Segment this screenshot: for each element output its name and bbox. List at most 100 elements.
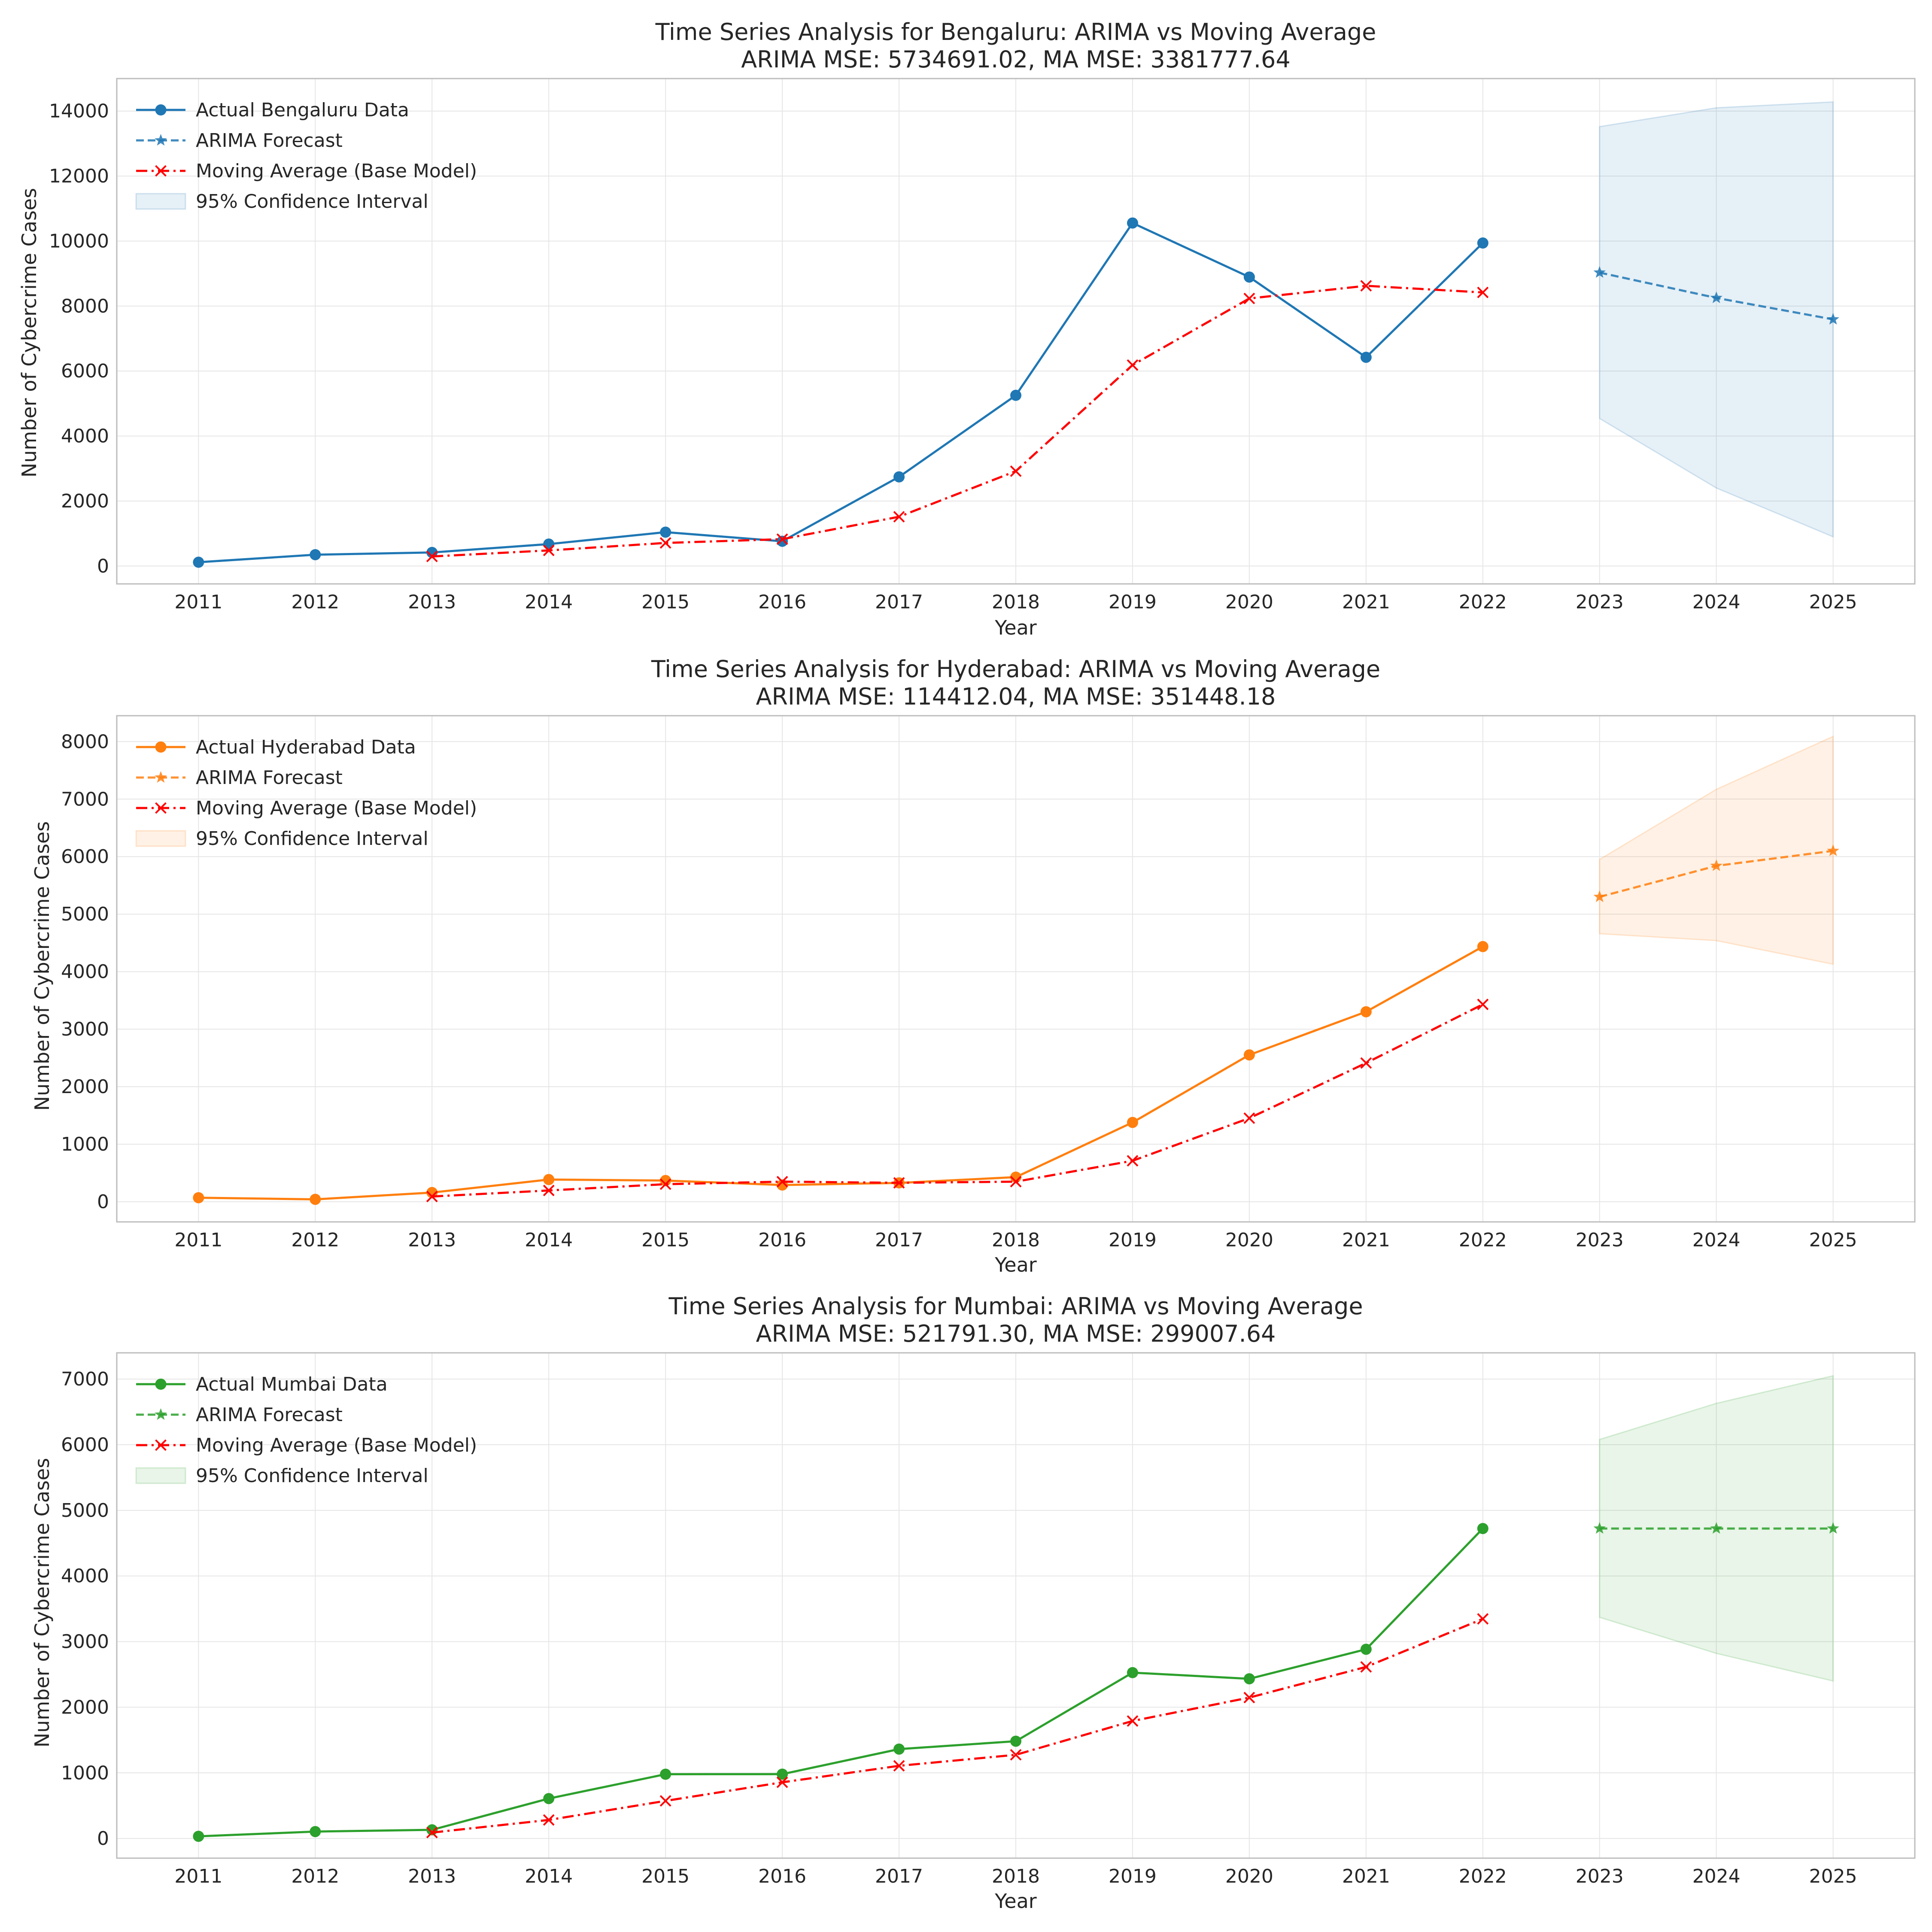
moving-average-point: [1010, 1749, 1022, 1761]
moving-average-point: [893, 1177, 905, 1189]
y-tick-label: 8000: [61, 731, 109, 753]
legend-label: Moving Average (Base Model): [196, 160, 477, 182]
moving-average-point: [1360, 1057, 1372, 1069]
y-tick-label: 0: [97, 1191, 109, 1213]
x-tick-labels: 2011 2012 2013 2014 2015 2016 2017 2018 2019 2020…: [174, 591, 1857, 613]
series-moving-average: [426, 999, 1489, 1203]
x-tick-label: 2016: [758, 591, 806, 613]
moving-average-point: [1243, 1112, 1255, 1124]
y-tick-label: 2000: [61, 1076, 109, 1098]
moving-average-point: [1127, 1155, 1139, 1167]
legend-label: 95% Confidence Interval: [196, 1465, 428, 1487]
x-tick-label: 2015: [641, 591, 690, 613]
x-tick-label: 2020: [1225, 1865, 1273, 1887]
plot-frame: [116, 78, 1916, 585]
confidence-interval-band: [1599, 101, 1834, 538]
moving-average-point: [776, 1776, 788, 1788]
x-tick-label: 2014: [525, 1229, 573, 1251]
legend-label: Moving Average (Base Model): [196, 797, 477, 819]
actual-point: [660, 1175, 671, 1186]
legend-label: Moving Average (Base Model): [196, 1434, 477, 1456]
x-tick-label: 2022: [1459, 591, 1507, 613]
y-tick-label: 0: [97, 555, 109, 577]
x-tick-label: 2014: [525, 1865, 573, 1887]
plot-frame: [116, 1352, 1916, 1859]
legend-marker-actual: [155, 741, 167, 753]
moving-average-point: [1360, 280, 1372, 292]
y-tick-label: 1000: [61, 1133, 109, 1155]
actual-point: [1360, 1643, 1372, 1655]
x-tick-label: 2016: [758, 1865, 806, 1887]
legend-marker-arima: [155, 771, 167, 783]
x-tick-label: 2012: [291, 1865, 339, 1887]
legend-marker-moving-average: [155, 1439, 167, 1451]
x-tick-label: 2017: [875, 1229, 923, 1251]
x-tick-label: 2011: [174, 1229, 222, 1251]
y-tick-label: 4000: [61, 1565, 109, 1587]
series-moving-average: [426, 1613, 1489, 1838]
moving-average-point: [659, 537, 671, 549]
actual-line: [198, 945, 1484, 1200]
legend-swatch-confidence-interval: [135, 193, 186, 210]
x-tick-label: 2018: [992, 591, 1040, 613]
x-tick-label: 2018: [992, 1865, 1040, 1887]
x-tick-label: 2021: [1342, 1229, 1390, 1251]
chart-panel-bengaluru: Time Series Analysis for Bengaluru: ARIM…: [18, 18, 1916, 639]
legend-label: 95% Confidence Interval: [196, 191, 428, 213]
moving-average-point: [426, 1191, 438, 1203]
x-tick-label: 2024: [1692, 591, 1741, 613]
legend-swatch-confidence-interval: [135, 1467, 186, 1484]
x-tick-label: 2021: [1342, 1865, 1390, 1887]
x-tick-label: 2023: [1576, 591, 1624, 613]
plot-frame: [116, 715, 1916, 1223]
actual-point: [193, 556, 204, 568]
actual-point: [1010, 389, 1021, 401]
y-axis-label: Number of Cybercrime Cases: [30, 821, 54, 1111]
moving-average-point: [1477, 286, 1489, 298]
x-tick-label: 2015: [641, 1865, 690, 1887]
x-tick-label: 2012: [291, 1229, 339, 1251]
actual-point: [310, 1194, 321, 1205]
actual-point: [660, 526, 671, 538]
moving-average-point: [659, 1795, 671, 1807]
actual-point: [543, 538, 555, 550]
y-tick-label: 6000: [61, 846, 109, 868]
legend-label: Actual Hyderabad Data: [196, 736, 416, 758]
y-axis-label: Number of Cybercrime Cases: [18, 188, 41, 477]
x-tick-label: 2016: [758, 1229, 806, 1251]
series-arima-forecast: [1593, 1522, 1839, 1534]
actual-point: [893, 471, 905, 483]
x-tick-label: 2017: [875, 591, 923, 613]
x-tick-label: 2025: [1809, 1865, 1857, 1887]
series-actual: [193, 217, 1488, 568]
grid: [117, 79, 1915, 584]
x-axis-label: Year: [994, 1889, 1036, 1913]
series-moving-average: [426, 280, 1489, 562]
actual-point: [310, 1826, 321, 1838]
moving-average-point: [1010, 1176, 1022, 1188]
moving-average-point: [1477, 1613, 1489, 1625]
moving-average-point: [893, 511, 905, 523]
chart-panel-mumbai: Time Series Analysis for Mumbai: ARIMA v…: [30, 1293, 1916, 1913]
x-tick-label: 2020: [1225, 591, 1273, 613]
y-tick-label: 6000: [61, 360, 109, 382]
x-tick-label: 2022: [1459, 1229, 1507, 1251]
y-tick-labels: 0 2000 4000 6000 8000 10000 12000 14000: [49, 100, 109, 577]
x-tick-label: 2011: [174, 1865, 222, 1887]
legend-label: ARIMA Forecast: [196, 130, 343, 152]
legend-swatch-confidence-interval: [135, 830, 186, 847]
y-tick-label: 6000: [61, 1434, 109, 1456]
x-tick-label: 2025: [1809, 1229, 1857, 1251]
grid: [117, 716, 1915, 1222]
x-tick-label: 2019: [1109, 591, 1157, 613]
actual-point: [1243, 1049, 1255, 1061]
x-tick-label: 2013: [408, 1865, 456, 1887]
moving-average-line: [432, 1003, 1483, 1198]
x-tick-labels: 2011 2012 2013 2014 2015 2016 2017 2018 2019 2020…: [174, 1229, 1857, 1251]
arima-forecast-point: [1827, 1522, 1839, 1534]
series-arima-forecast: [1593, 266, 1839, 325]
actual-point: [1243, 271, 1255, 283]
x-tick-label: 2019: [1109, 1865, 1157, 1887]
y-tick-label: 1000: [61, 1762, 109, 1784]
actual-point: [193, 1192, 204, 1203]
